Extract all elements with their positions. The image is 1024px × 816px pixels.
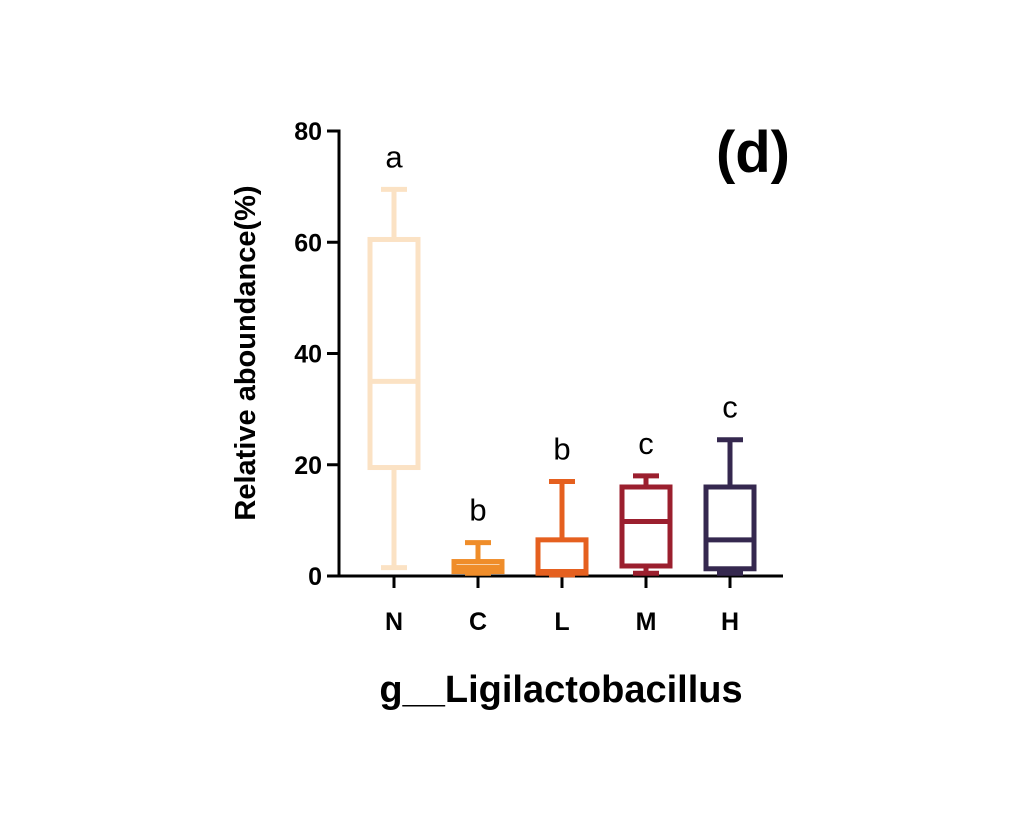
y-tick-label: 20 bbox=[294, 452, 322, 480]
significance-letter: b bbox=[469, 493, 486, 528]
x-tick-label: L bbox=[554, 608, 569, 636]
boxes-layer: a b b c c bbox=[367, 139, 757, 578]
y-tick-label: 60 bbox=[294, 229, 322, 257]
significance-letter: b bbox=[553, 431, 570, 466]
x-tick-label: M bbox=[636, 608, 657, 636]
y-axis-title: Relative aboundance(%) bbox=[230, 185, 262, 520]
iqr-box bbox=[367, 236, 421, 471]
x-tick-label: N bbox=[385, 608, 403, 636]
box-M: c bbox=[619, 426, 673, 576]
box-H: c bbox=[703, 390, 757, 576]
box-L: b bbox=[535, 431, 589, 578]
significance-letter: a bbox=[385, 139, 403, 174]
significance-letter: c bbox=[722, 390, 738, 425]
box-C: b bbox=[451, 493, 505, 576]
box-N: a bbox=[367, 139, 421, 571]
iqr-box bbox=[535, 537, 589, 576]
y-axis: 0 20 40 60 80 bbox=[294, 118, 341, 591]
x-tick-label: C bbox=[469, 608, 487, 636]
panel-label: (d) bbox=[716, 120, 790, 185]
significance-letter: c bbox=[638, 426, 654, 461]
y-tick-label: 80 bbox=[294, 118, 322, 146]
y-tick-label: 40 bbox=[294, 341, 322, 369]
iqr-box bbox=[703, 484, 757, 572]
x-axis-title: g__Ligilactobacillus bbox=[379, 669, 742, 711]
x-tick-label: H bbox=[721, 608, 739, 636]
iqr-box bbox=[619, 484, 673, 569]
y-tick-label: 0 bbox=[308, 563, 322, 591]
